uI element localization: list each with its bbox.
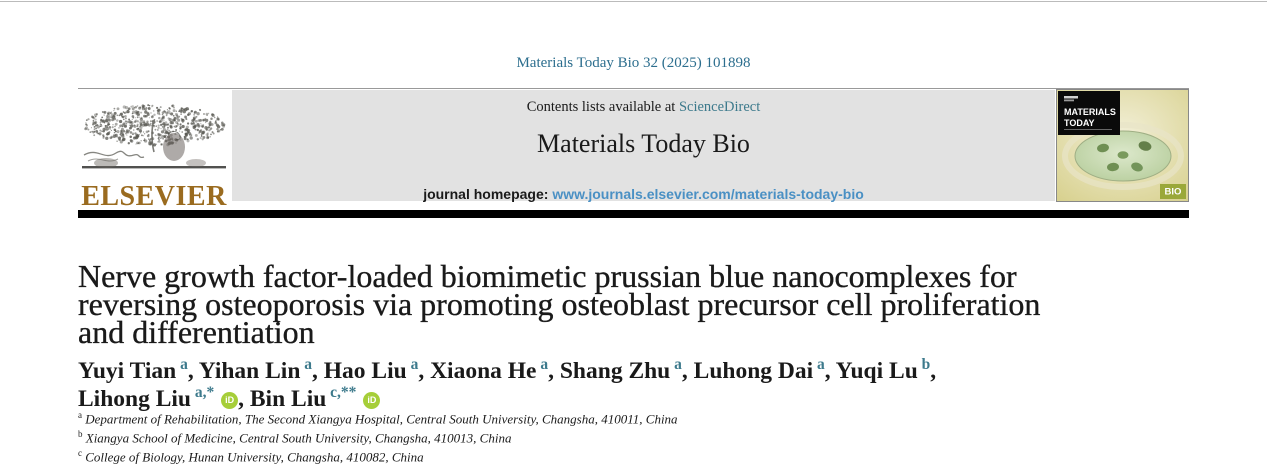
svg-text:TODAY: TODAY — [1064, 118, 1095, 128]
svg-text:MATERIALS: MATERIALS — [1064, 107, 1116, 117]
svg-text:ELSEVIER: ELSEVIER — [81, 181, 227, 212]
svg-text:BIO: BIO — [1165, 187, 1182, 198]
